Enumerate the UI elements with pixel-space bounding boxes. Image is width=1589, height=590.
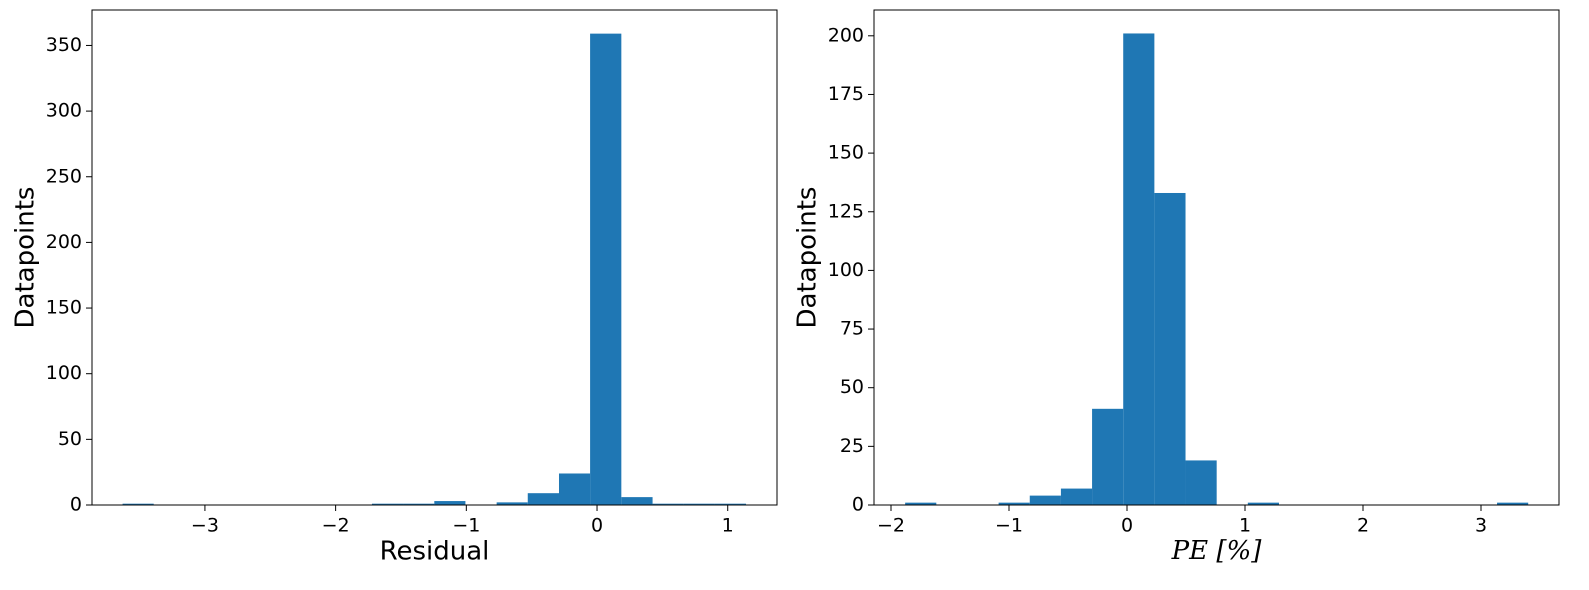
x-axis-label: PE [%] (1171, 536, 1263, 566)
x-axis-label: Residual (380, 537, 490, 567)
y-tick-label: 100 (46, 362, 82, 384)
x-tick-label: 1 (1239, 515, 1251, 537)
bar (1092, 408, 1124, 505)
y-tick-label: 150 (828, 142, 864, 164)
plot-frame (873, 9, 1560, 506)
bar (558, 473, 591, 505)
y-tick-label: 175 (828, 83, 864, 105)
bar (652, 503, 684, 505)
bar (621, 497, 653, 505)
bar (1247, 502, 1279, 505)
bar (434, 501, 466, 505)
y-tick-label: 300 (46, 100, 82, 122)
y-tick-label: 350 (46, 34, 82, 56)
x-tick-label: 2 (1357, 515, 1369, 537)
bar (1185, 460, 1217, 505)
y-tick-label: 125 (828, 200, 864, 222)
bar (714, 503, 747, 505)
y-tick-label: 200 (46, 231, 82, 253)
x-tick-label: 1 (722, 515, 734, 537)
y-tick-label: 0 (70, 494, 82, 516)
y-tick-label: 250 (46, 165, 82, 187)
y-axis-label: Datapoints (793, 187, 823, 329)
y-tick-label: 25 (840, 435, 864, 457)
x-tick-label: −2 (877, 515, 905, 537)
y-tick-label: 150 (46, 297, 82, 319)
bar (683, 503, 715, 505)
bar (1060, 488, 1093, 505)
bar (1154, 192, 1186, 505)
bar (122, 503, 154, 505)
bar (371, 503, 404, 505)
bar (527, 493, 559, 505)
x-tick-label: 0 (1121, 515, 1133, 537)
bar (403, 503, 435, 505)
bar (1497, 502, 1529, 505)
y-tick-label: 50 (58, 428, 82, 450)
bar (998, 502, 1030, 505)
x-tick-label: 0 (591, 515, 603, 537)
x-tick-label: −2 (322, 515, 350, 537)
x-tick-label: −3 (191, 515, 219, 537)
plot-frame (91, 9, 778, 506)
y-tick-label: 75 (840, 318, 864, 340)
y-tick-label: 200 (828, 24, 864, 46)
bar (1123, 33, 1155, 505)
y-axis-label: Datapoints (11, 187, 41, 329)
y-tick-label: 100 (828, 259, 864, 281)
x-tick-label: 3 (1475, 515, 1487, 537)
x-tick-label: −1 (995, 515, 1023, 537)
bar (590, 33, 622, 506)
x-tick-label: −1 (452, 515, 480, 537)
bar (905, 502, 937, 505)
bar (1029, 495, 1061, 505)
y-tick-label: 50 (840, 376, 864, 398)
y-tick-label: 0 (852, 494, 864, 516)
bar (496, 502, 528, 505)
